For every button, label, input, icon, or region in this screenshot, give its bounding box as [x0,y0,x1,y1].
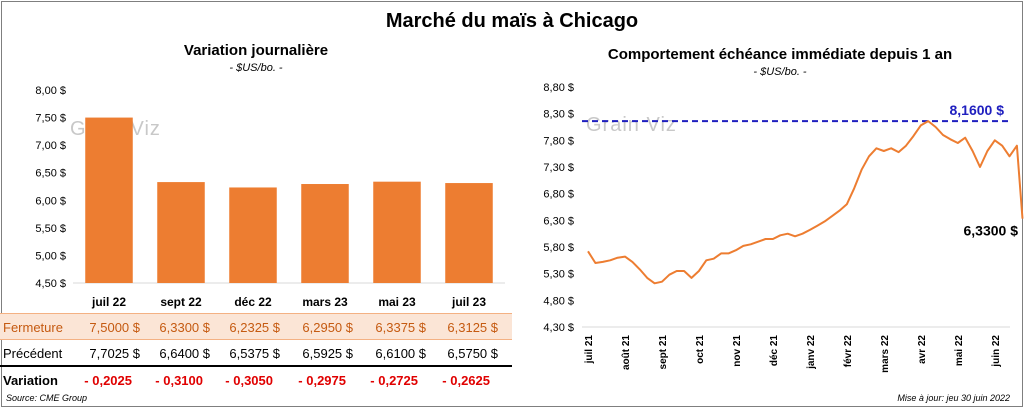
cell-prev-0: 7,7025 $ [89,346,140,361]
y-tick-label: 6,50 $ [35,168,66,180]
last-value-label: 6,3300 $ [964,223,1019,239]
x-tick-label: févr 22 [843,335,854,368]
grainviz-watermark-right: Grain Viz [586,114,677,136]
y-tick-label: 4,50 $ [35,278,66,290]
table-row-previous: Précédent 7,7025 $ 6,6400 $ 6,5375 $ 6,5… [0,340,512,367]
cell-prev-5: 6,5750 $ [447,346,498,361]
x-tick-label: juil 22 [91,295,126,309]
y-tick-label: 5,50 $ [35,223,66,235]
price-line [587,120,1024,285]
x-tick-label: oct 21 [695,335,706,364]
table-row-close: Fermeture 7,5000 $ 6,3300 $ 6,2325 $ 6,2… [0,313,512,340]
cell-var-5: - 0,2625 [442,373,490,388]
bar-chart: 8,00 $ 7,50 $ 7,00 $ 6,50 $ 6,00 $ 5,50 $ 5,00… [35,85,505,309]
y-tick-label: 6,30 $ [543,215,574,227]
line-chart-title: Comportement échéance immédiate depuis 1… [607,46,953,63]
y-tick-label: 7,80 $ [543,135,574,147]
main-title: Marché du maïs à Chicago [385,10,639,32]
cell-var-0: - 0,2025 [84,373,132,388]
x-tick-label: juil 23 [451,295,486,309]
line-chart: 8,80 $ 8,30 $ 7,80 $ 7,30 $ 6,80 $ 6,30 $ 5,80… [543,82,1024,373]
cell-close-0: 7,5000 $ [89,320,140,335]
bar-chart-subtitle: - $US/bo. - [229,62,283,74]
cell-var-2: - 0,3050 [225,373,273,388]
cell-var-1: - 0,3100 [155,373,203,388]
table-row-variation: Variation - 0,2025 - 0,3100 - 0,3050 - 0… [0,367,512,394]
y-tick-label: 6,80 $ [543,189,574,201]
cell-prev-1: 6,6400 $ [159,346,210,361]
y-tick-label: 5,30 $ [543,269,574,281]
y-tick-label: 7,50 $ [35,113,66,125]
y-tick-label: 8,00 $ [35,85,66,97]
bar [301,184,349,283]
futures-table: Fermeture 7,5000 $ 6,3300 $ 6,2325 $ 6,2… [0,313,512,394]
x-tick-label: mai 22 [954,335,965,367]
x-tick-label: mars 23 [302,295,348,309]
x-tick-label: déc 21 [769,335,780,367]
bar-chart-title: Variation journalière [183,42,329,59]
y-tick-label: 4,80 $ [543,295,574,307]
y-tick-label: 4,30 $ [543,322,574,334]
y-tick-label: 5,80 $ [543,242,574,254]
x-tick-label: juil 21 [584,335,595,365]
bar [229,187,277,283]
x-tick-label: avr 22 [917,335,928,364]
x-tick-label: sept 22 [160,295,202,309]
x-tick-label: août 21 [621,335,632,370]
x-tick-label: sept 21 [658,335,669,370]
row-label-previous: Précédent [3,346,63,361]
bar [85,117,133,283]
line-chart-subtitle: - $US/bo. - [753,66,807,78]
x-tick-label: mai 23 [378,295,416,309]
cell-close-3: 6,2950 $ [302,320,353,335]
y-tick-label: 7,30 $ [543,162,574,174]
row-label-variation: Variation [3,373,58,388]
source-note: Source: CME Group [6,393,88,403]
cell-close-2: 6,2325 $ [229,320,280,335]
bar [157,182,205,283]
x-tick-label: nov 21 [732,335,743,367]
y-tick-label: 5,00 $ [35,250,66,262]
x-tick-label: déc 22 [234,295,272,309]
x-tick-label: juin 22 [991,335,1002,368]
update-note: Mise à jour: jeu 30 juin 2022 [897,393,1010,403]
row-label-close: Fermeture [3,320,63,335]
cell-close-1: 6,3300 $ [159,320,210,335]
y-tick-label: 7,00 $ [35,140,66,152]
bar [445,183,493,283]
cell-prev-3: 6,5925 $ [302,346,353,361]
bar [373,181,421,283]
y-tick-label: 8,80 $ [543,82,574,94]
cell-var-3: - 0,2975 [298,373,346,388]
cell-prev-2: 6,5375 $ [229,346,280,361]
y-tick-label: 8,30 $ [543,109,574,121]
x-tick-label: janv 22 [806,335,817,370]
cell-prev-4: 6,6100 $ [375,346,426,361]
max-value-label: 8,1600 $ [950,102,1005,118]
x-tick-label: mars 22 [880,335,891,373]
cell-close-4: 6,3375 $ [375,320,426,335]
cell-var-4: - 0,2725 [370,373,418,388]
cell-close-5: 6,3125 $ [447,320,498,335]
y-tick-label: 6,00 $ [35,195,66,207]
